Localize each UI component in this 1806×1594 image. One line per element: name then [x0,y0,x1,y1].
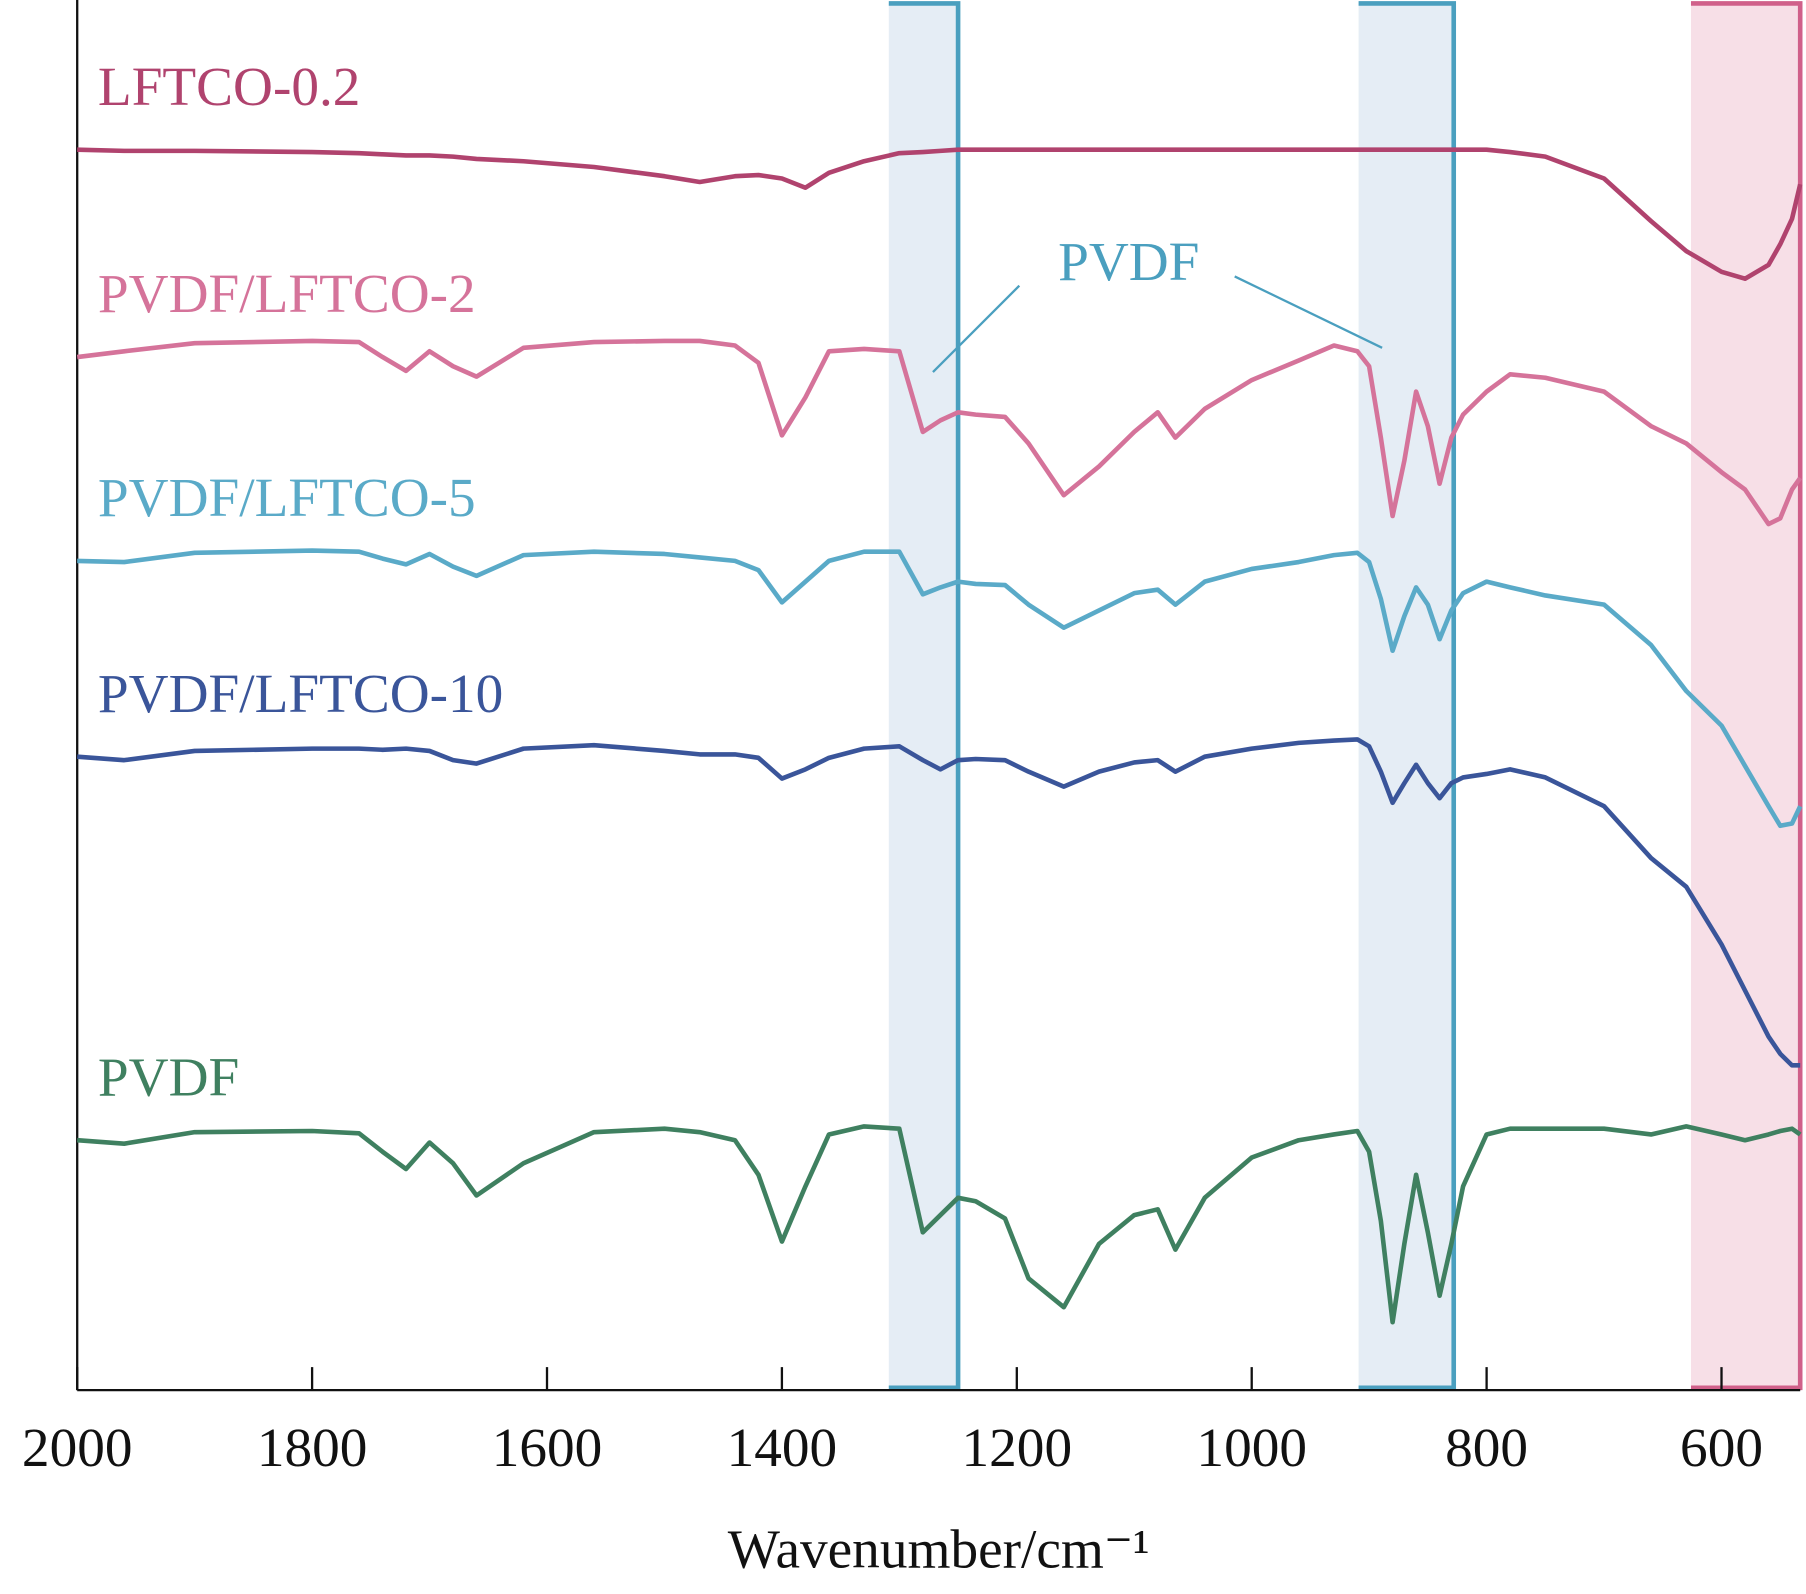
x-tick-label: 2000 [22,1417,133,1478]
x-tick-label: 600 [1680,1417,1763,1478]
highlight-outline [1690,1,1803,1391]
highlight-region [1358,3,1454,1388]
x-tick-label: 1400 [727,1417,838,1478]
series-label: LFTCO-0.2 [98,56,361,117]
highlight-outline [1358,1,1457,1391]
x-tick-label: 1000 [1196,1417,1307,1478]
spectrum-line [77,147,1803,282]
series-label: PVDF/LFTCO-10 [98,663,503,724]
x-axis-label: Wavenumber/cm⁻¹ [728,1519,1150,1580]
series-label: PVDF/LFTCO-5 [98,467,476,528]
series-label: PVDF [98,1046,239,1107]
x-tick-label: 1200 [962,1417,1073,1478]
spectrum-line [76,338,1803,527]
x-tick-label: 800 [1445,1417,1528,1478]
annotation-leader [932,284,1021,373]
spectrum-line [77,737,1801,1068]
annotation: PVDF [1058,231,1199,292]
spectrum-line [77,1124,1802,1325]
x-tick-label: 1800 [257,1417,368,1478]
highlight-region [1690,3,1801,1388]
spectrum-line [77,548,1803,829]
series-label: PVDF/LFTCO-2 [98,263,476,324]
annotation-leader [1234,275,1383,349]
highlight-outline [888,1,961,1391]
x-tick-label: 1600 [492,1417,603,1478]
highlight-region [888,3,959,1388]
